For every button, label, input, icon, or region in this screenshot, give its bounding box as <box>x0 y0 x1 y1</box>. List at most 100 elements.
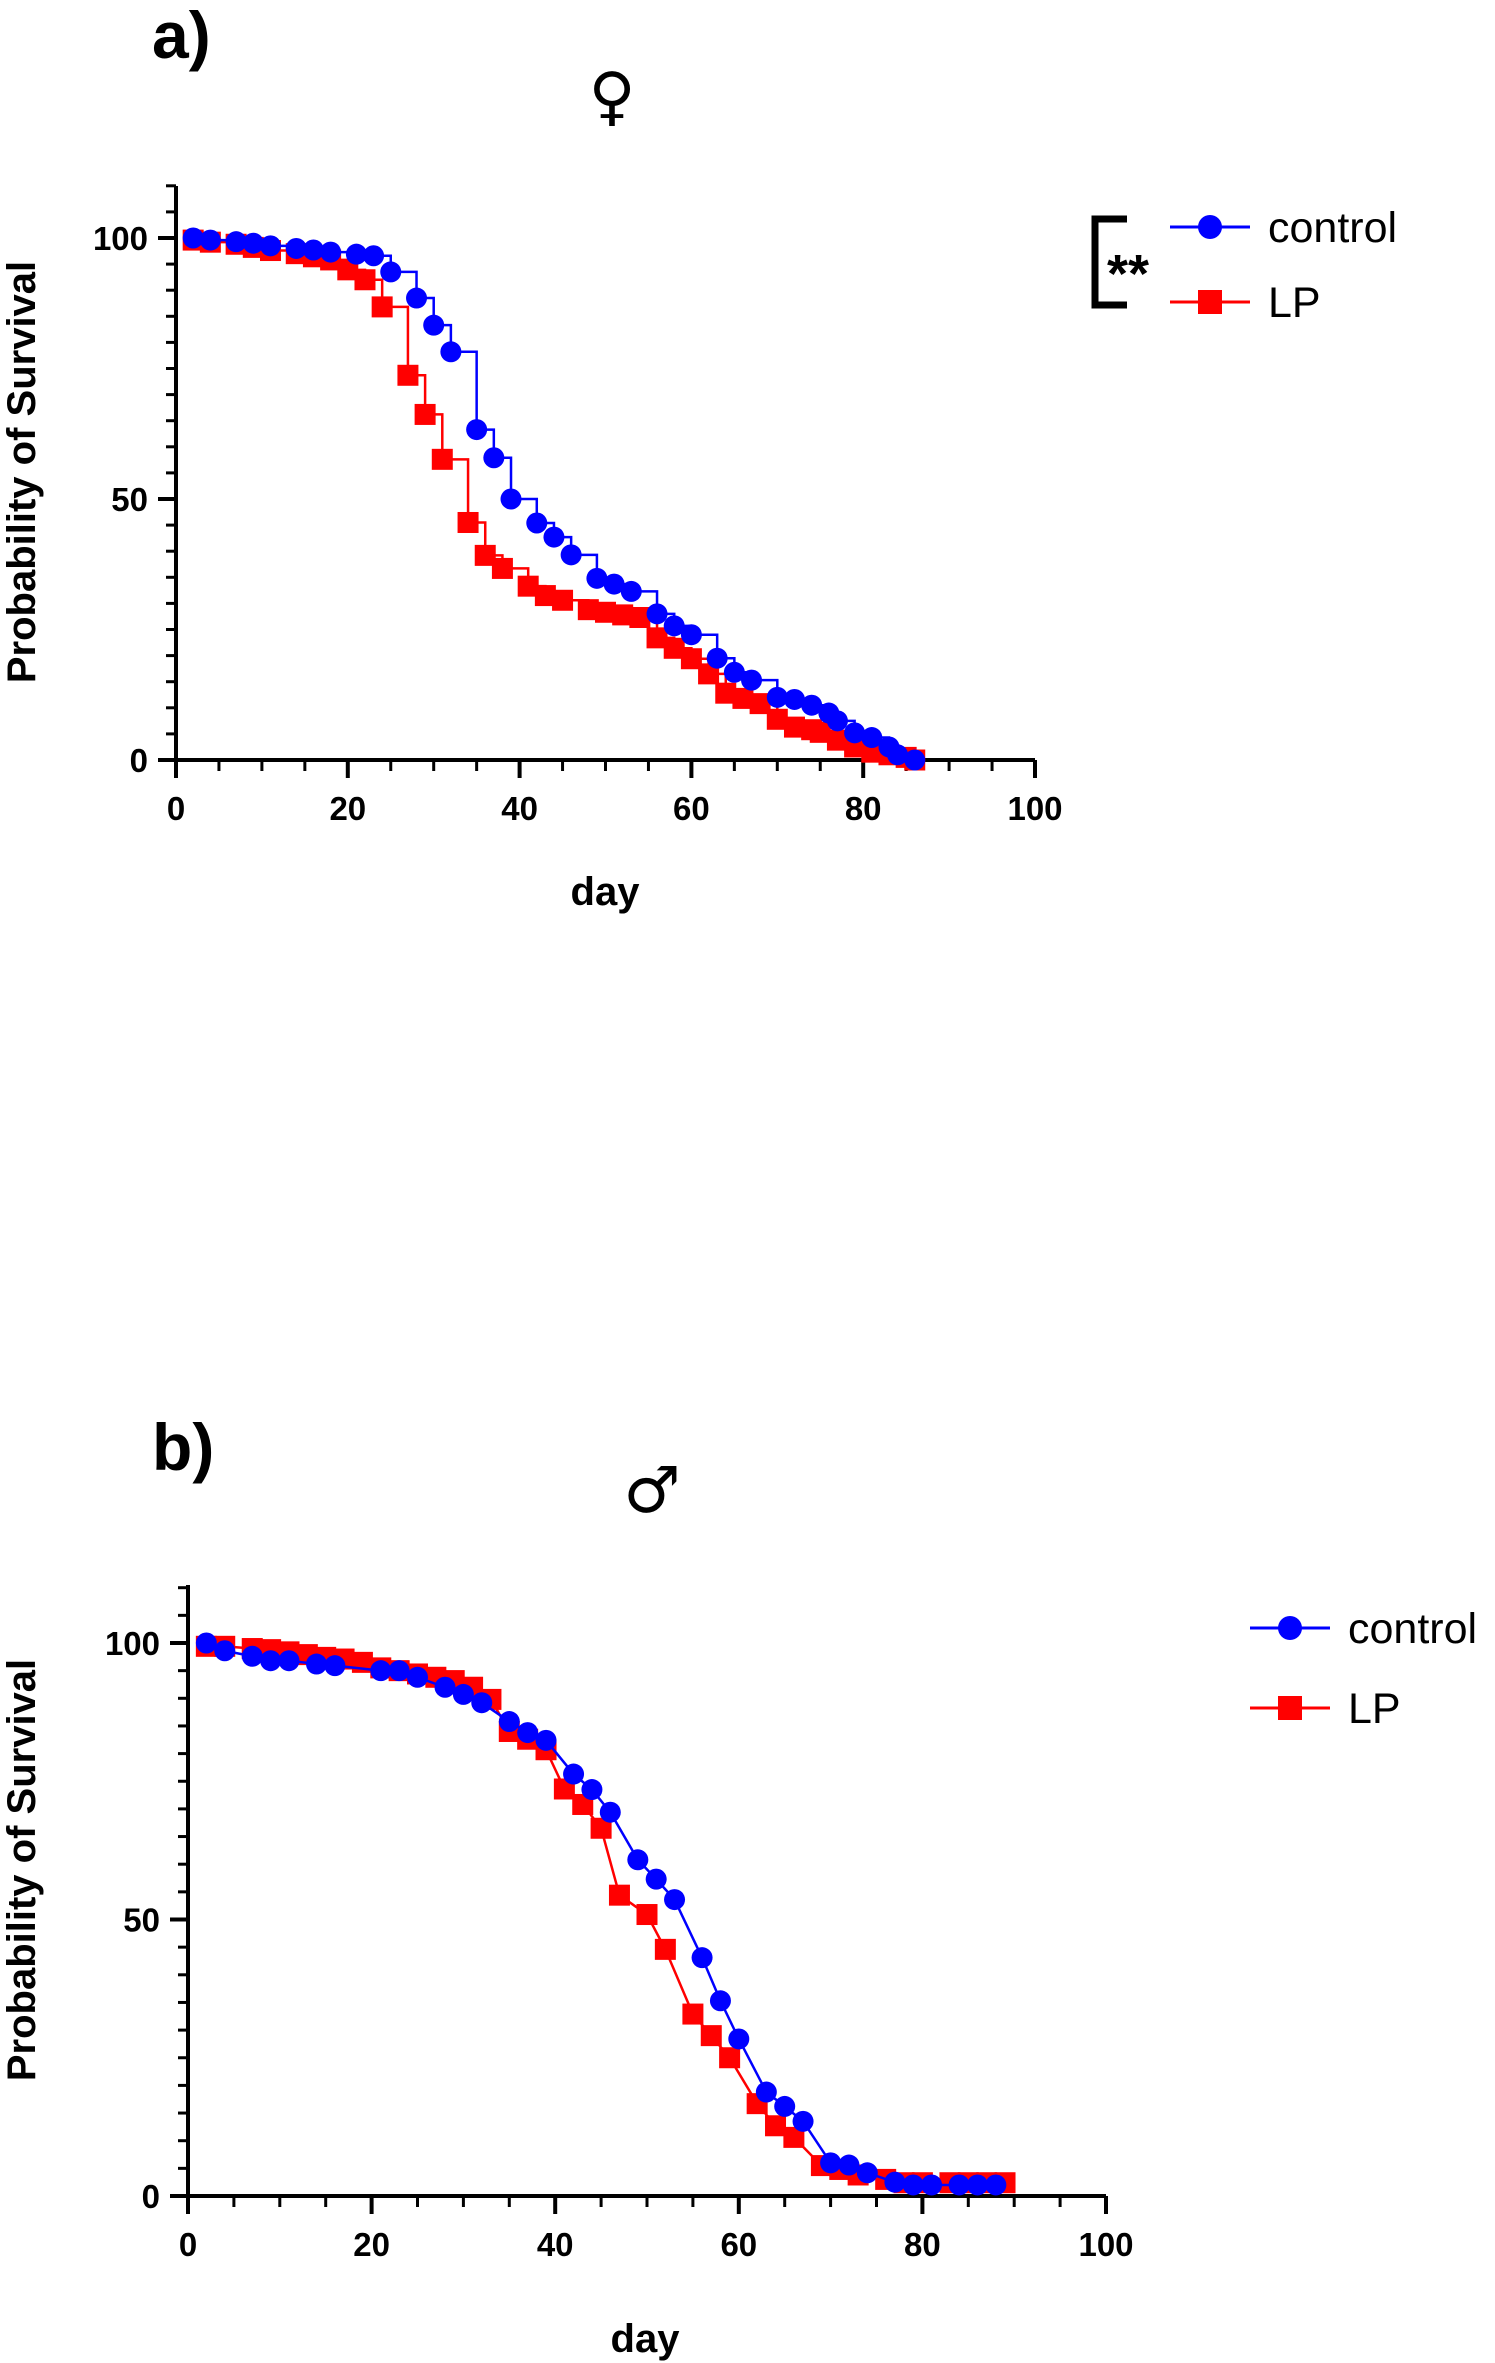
panel-b-legend-control-label: control <box>1348 1605 1477 1653</box>
panel-a-x-tick-label: 100 <box>1007 790 1062 827</box>
panel-a-series-lp <box>182 229 926 771</box>
panel-b-control-point <box>820 2152 842 2174</box>
panel-a-control-point <box>483 447 505 469</box>
panel-a-control-point <box>225 231 247 253</box>
panel-b-control-point <box>755 2081 777 2103</box>
panel-b-legend-lp-marker <box>1278 1696 1302 1720</box>
panel-b-title: ♂ <box>623 1454 680 1528</box>
panel-a: a) ♀ 0 50 100 0 20 40 60 80 100 control LP ** day P… <box>0 0 1397 914</box>
panel-a-legend-control-marker <box>1198 215 1222 239</box>
panel-b-control-point <box>838 2154 860 2176</box>
panel-a-control-point <box>526 512 548 534</box>
panel-a-lp-line <box>193 238 916 760</box>
panel-a-legend-lp-marker <box>1198 290 1222 314</box>
panel-a-lp-point <box>337 259 359 281</box>
panel-b-lp-point <box>682 2003 704 2025</box>
panel-b-control-point <box>902 2174 924 2196</box>
panel-a-control-point <box>706 647 728 669</box>
panel-a-lp-point <box>783 716 805 738</box>
panel-a-control-point <box>380 261 402 283</box>
panel-a-control-point <box>904 749 926 771</box>
panel-b-control-point <box>434 1676 456 1698</box>
panel-a-lp-point <box>826 729 848 751</box>
panel-a-lp-point <box>766 708 788 730</box>
panel-b-control-point <box>535 1729 557 1751</box>
panel-b-legend-control-marker <box>1278 1616 1302 1640</box>
panel-a-lp-point <box>414 403 436 425</box>
panel-a-x-tick-label: 60 <box>673 790 710 827</box>
panel-a-significance-bracket <box>1091 215 1127 309</box>
panel-b-control-point <box>792 2110 814 2132</box>
panel-a-x-tick-label: 20 <box>329 790 366 827</box>
panel-a-control-point <box>285 237 307 259</box>
panel-b-x-tick-label: 40 <box>537 2226 574 2263</box>
panel-a-lp-point <box>457 511 479 533</box>
panel-a-control-point <box>302 239 324 261</box>
panel-b-x-axis-title: day <box>611 2317 681 2361</box>
panel-a-control-point <box>242 232 264 254</box>
panel-b-control-point <box>498 1711 520 1733</box>
panel-b-control-point <box>884 2171 906 2193</box>
panel-a-control-point <box>182 227 204 249</box>
panel-b-x-tick-label: 60 <box>720 2226 757 2263</box>
panel-a-x-tick-label: 80 <box>845 790 882 827</box>
panel-b-control-point <box>324 1655 346 1677</box>
panel-b-y-tick-label: 100 <box>105 1625 160 1662</box>
panel-b-lp-line <box>206 1645 1006 2184</box>
panel-a-lp-point <box>732 687 754 709</box>
panel-b-control-point <box>195 1632 217 1654</box>
panel-a-control-point <box>500 488 522 510</box>
panel-b-y-tick-label: 0 <box>142 2178 160 2215</box>
panel-b-lp-point <box>636 1904 658 1926</box>
panel-a-plot: 0 50 100 0 20 40 60 80 100 control LP ** <box>93 184 1397 827</box>
panel-a-control-point <box>406 287 428 309</box>
panel-a-lp-point <box>552 589 574 611</box>
panel-a-control-point <box>887 744 909 766</box>
panel-b: b) ♂ 0 50 100 0 20 40 60 80 100 control LP day Pro… <box>0 1410 1477 2361</box>
panel-b-y-axis-title: Probability of Survival <box>0 1659 44 2081</box>
panel-a-lp-point <box>474 544 496 566</box>
panel-a-control-point <box>363 245 385 267</box>
panel-b-label: b) <box>152 1410 214 1484</box>
panel-b-control-point <box>645 1868 667 1890</box>
panel-b-control-point <box>948 2174 970 2196</box>
panel-a-label: a) <box>152 0 211 72</box>
panel-b-control-point <box>627 1849 649 1871</box>
panel-a-x-tick-label: 0 <box>167 790 185 827</box>
panel-b-lp-point <box>719 2047 741 2069</box>
panel-b-control-point <box>774 2095 796 2117</box>
panel-a-y-tick-label: 100 <box>93 220 148 257</box>
panel-a-lp-point <box>517 575 539 597</box>
panel-a-lp-point <box>715 682 737 704</box>
panel-a-series-control <box>182 227 926 771</box>
panel-a-y-tick-label: 0 <box>130 742 148 779</box>
panel-a-control-point <box>543 526 565 548</box>
panel-b-legend: control LP <box>1250 1605 1477 1733</box>
panel-b-control-point <box>388 1660 410 1682</box>
panel-b-x-tick-label: 80 <box>904 2226 941 2263</box>
panel-a-control-point <box>620 580 642 602</box>
panel-b-control-point <box>407 1666 428 1688</box>
panel-a-control-point <box>586 567 608 589</box>
panel-a-control-point <box>259 235 281 257</box>
panel-a-control-point <box>603 573 625 595</box>
panel-a-lp-point <box>577 599 599 621</box>
panel-a-control-point <box>663 615 685 637</box>
panel-a-y-axis-title: Probability of Survival <box>0 261 44 683</box>
panel-a-x-tick-label: 40 <box>501 790 538 827</box>
panel-b-control-point <box>306 1653 328 1675</box>
panel-b-control-point <box>471 1692 493 1714</box>
panel-a-control-point <box>766 686 788 708</box>
panel-a-lp-point <box>749 693 771 715</box>
panel-a-lp-point <box>861 741 883 763</box>
panel-b-control-point <box>260 1650 282 1672</box>
panel-a-legend: control LP <box>1170 204 1397 327</box>
panel-b-lp-point <box>590 1817 612 1839</box>
panel-a-title: ♀ <box>589 60 636 134</box>
panel-a-lp-point <box>663 637 685 659</box>
panel-b-control-point <box>214 1640 236 1662</box>
panel-a-y-tick-label: 50 <box>111 481 148 518</box>
panel-b-series-lp <box>195 1635 1016 2194</box>
panel-b-x-tick-label: 0 <box>179 2226 197 2263</box>
panel-a-legend-control-label: control <box>1268 204 1397 252</box>
